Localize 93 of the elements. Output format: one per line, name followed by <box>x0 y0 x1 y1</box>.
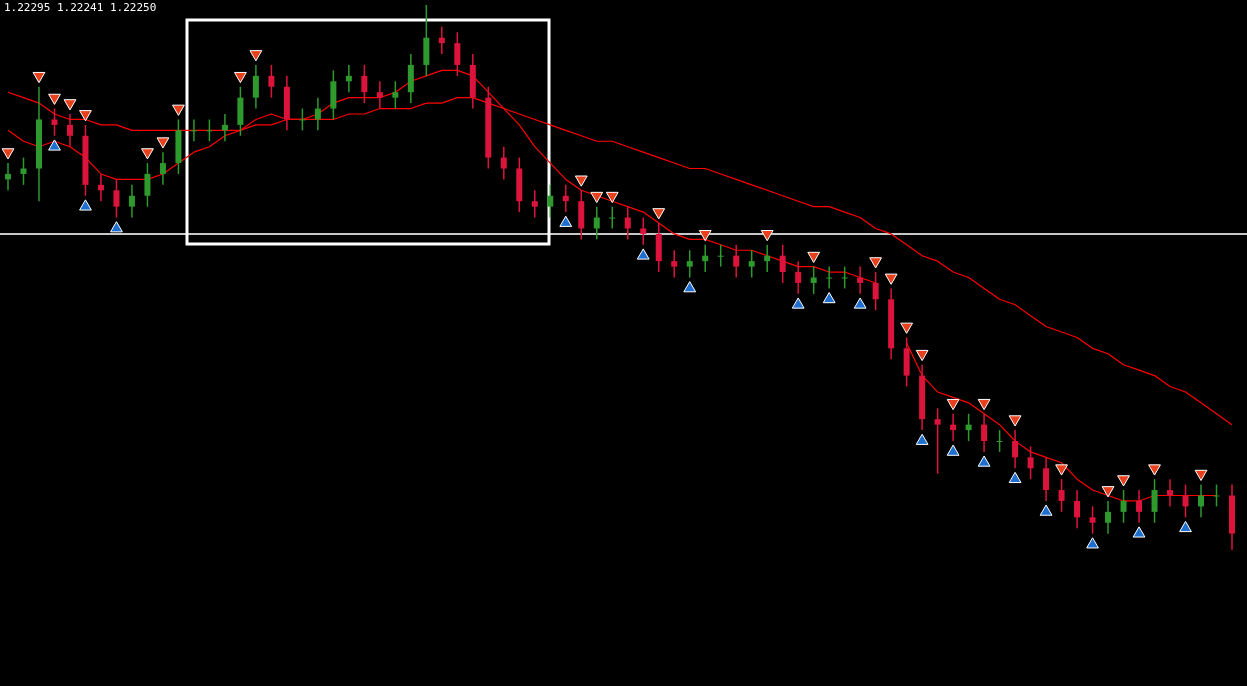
point <box>590 191 604 204</box>
candlestick <box>640 216 647 246</box>
candlestick <box>361 64 368 104</box>
point <box>1148 464 1161 476</box>
candlestick <box>299 107 306 132</box>
candlestick <box>795 260 802 295</box>
candlestick <box>268 64 275 99</box>
candlestick <box>500 145 507 181</box>
candlestick <box>438 26 445 55</box>
candlestick <box>872 271 879 311</box>
candlestick <box>5 162 11 192</box>
point <box>807 251 821 263</box>
candlestick <box>562 184 569 213</box>
candlestick <box>1136 489 1143 524</box>
candlestick <box>128 184 135 219</box>
point <box>1055 464 1068 476</box>
candlestick <box>671 249 678 279</box>
candlestick <box>702 244 709 273</box>
candlestick <box>51 107 58 137</box>
point <box>1194 469 1208 481</box>
point <box>884 273 898 285</box>
candlestick <box>144 162 151 208</box>
candlestick <box>547 184 554 219</box>
point <box>652 208 666 220</box>
point <box>141 148 154 160</box>
candlestick <box>1105 500 1112 535</box>
candlestick <box>1182 483 1189 519</box>
point <box>172 104 185 116</box>
candlestick <box>531 189 538 219</box>
candlestick <box>1151 478 1158 524</box>
point <box>48 93 61 105</box>
candlestick <box>733 244 740 279</box>
candlestick <box>66 113 73 148</box>
candlestick <box>717 244 724 268</box>
candlestick <box>376 80 383 110</box>
point <box>63 99 77 111</box>
candlestick <box>206 118 213 142</box>
candlestick <box>20 156 27 186</box>
annotation: 1.22295 1.22241 1.22250 <box>4 1 157 14</box>
candlestick <box>392 80 399 110</box>
candlestick <box>1198 483 1205 519</box>
candlestick <box>1120 489 1127 524</box>
point <box>760 230 774 242</box>
candlestick <box>593 205 600 241</box>
candlestick <box>624 205 631 241</box>
candlestick <box>686 249 693 279</box>
candlestick <box>221 113 228 142</box>
candlestick <box>1074 489 1081 529</box>
candlestick <box>748 249 755 279</box>
point <box>234 71 247 84</box>
candlestick <box>934 407 941 475</box>
candlestick <box>779 244 786 284</box>
candlestick <box>1043 456 1050 502</box>
candlestick <box>1213 483 1220 508</box>
candlestick <box>1027 445 1034 480</box>
point <box>1008 415 1022 427</box>
point <box>32 71 46 84</box>
point <box>915 349 929 362</box>
candlestick <box>314 96 321 132</box>
point <box>1101 486 1115 498</box>
point <box>900 322 914 334</box>
candlestick <box>857 265 864 295</box>
candlestick <box>113 178 120 219</box>
candlestick <box>159 151 166 186</box>
point <box>946 398 960 411</box>
candlestick <box>1089 505 1096 535</box>
candlestick <box>764 244 771 273</box>
point <box>249 50 263 62</box>
candlestick <box>981 413 988 453</box>
candlestick <box>965 413 972 442</box>
point <box>605 191 619 204</box>
point <box>977 398 991 411</box>
candlestick <box>950 413 957 442</box>
candlestick <box>190 118 197 142</box>
point <box>698 230 712 242</box>
point <box>1117 475 1130 487</box>
point <box>869 257 883 269</box>
candlestick <box>609 205 616 230</box>
candlestick <box>454 31 461 77</box>
point <box>156 137 170 149</box>
candlestick <box>810 265 817 295</box>
candlestick <box>252 64 259 110</box>
candlestick <box>1058 478 1065 513</box>
point <box>574 175 588 187</box>
candlestick <box>841 265 848 290</box>
candlestick <box>345 64 352 93</box>
candlestick <box>97 173 104 202</box>
candlestick <box>826 265 833 290</box>
candlestick <box>1012 429 1019 469</box>
candlestick <box>996 429 1003 453</box>
point <box>1 148 15 160</box>
candlestick <box>1167 478 1174 508</box>
point <box>79 110 92 122</box>
